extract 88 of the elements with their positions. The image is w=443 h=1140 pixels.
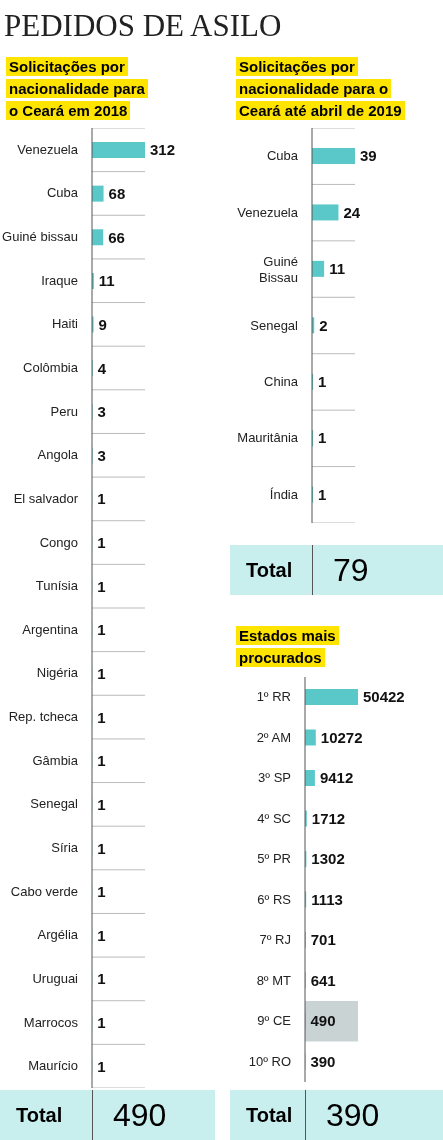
y-tick-label: 10º RO xyxy=(248,1053,291,1069)
text: Total xyxy=(245,1103,294,1127)
y-tick-label: Argélia xyxy=(37,927,79,943)
data-label: 1 xyxy=(97,1014,106,1032)
data-label: 390 xyxy=(310,1052,336,1070)
data-label: 1 xyxy=(97,883,106,901)
y-tick-label: 5º PR xyxy=(257,851,291,867)
data-label: 1 xyxy=(97,534,106,552)
y-tick-label: Marrocos xyxy=(23,1014,79,1030)
y-tick-label: Gâmbia xyxy=(32,752,79,768)
data-label: 10272 xyxy=(320,728,363,746)
data-label: 1 xyxy=(97,664,106,682)
data-label: 1 xyxy=(97,621,106,639)
y-tick-label: 7º RJ xyxy=(259,932,291,948)
y-tick-label: Síria xyxy=(51,840,79,855)
data-label: 1113 xyxy=(311,890,343,908)
data-label: 1 xyxy=(97,490,106,508)
y-tick-label: 1º RR xyxy=(256,689,291,705)
data-label: 312 xyxy=(150,141,176,159)
y-tick-label: 3º SP xyxy=(258,770,291,786)
text: Total xyxy=(15,1103,64,1127)
y-tick-label: Venezuela xyxy=(237,204,299,220)
y-tick-label: Rep. tcheca xyxy=(8,709,79,725)
y-tick-label: Mauritânia xyxy=(237,430,299,446)
y-tick-label: 8º MT xyxy=(256,972,292,988)
text: 390 xyxy=(325,1096,380,1134)
data-label: 3 xyxy=(97,446,106,464)
chart-subtitle: Solicitações por nacionalidade para o Ceará em 2018 xyxy=(6,57,148,120)
data-label: 1 xyxy=(97,1057,106,1075)
data-label: 1 xyxy=(97,795,106,813)
y-tick-label: Colômbia xyxy=(23,360,79,375)
y-tick-label: Cabo verde xyxy=(10,883,78,899)
y-tick-label: Nigéria xyxy=(36,665,79,681)
data-label: 68 xyxy=(108,184,126,202)
y-tick-label: Guiné Bissau xyxy=(258,254,298,286)
data-label: 1 xyxy=(318,429,327,447)
data-label: 1 xyxy=(97,577,106,595)
y-tick-label: Índia xyxy=(269,486,299,502)
data-label: 1 xyxy=(97,970,106,988)
data-label: 1712 xyxy=(311,809,346,827)
text: Total xyxy=(245,558,294,582)
y-tick-label: Senegal xyxy=(250,317,299,333)
data-label: 50422 xyxy=(363,688,405,706)
y-tick-label: 6º RS xyxy=(257,891,292,907)
y-tick-label: Congo xyxy=(39,534,78,550)
data-label: 701 xyxy=(310,931,336,949)
y-tick-label: Peru xyxy=(50,403,78,419)
text: 79 xyxy=(332,551,369,589)
data-label: 1 xyxy=(318,373,327,391)
data-label: 24 xyxy=(343,203,361,221)
y-tick-label: Haiti xyxy=(51,316,79,332)
y-tick-label: 9º CE xyxy=(257,1013,292,1029)
data-label: 66 xyxy=(108,228,125,246)
y-tick-label: Venezuela xyxy=(17,141,79,157)
y-tick-label: Maurício xyxy=(28,1058,78,1074)
data-label: 11 xyxy=(98,272,115,290)
data-label: 11 xyxy=(329,260,345,278)
data-label: 490 xyxy=(310,1012,336,1030)
data-label: 1 xyxy=(318,485,327,503)
y-tick-label: Argentina xyxy=(22,621,79,637)
data-label: 9 xyxy=(98,315,107,333)
y-tick-label: Cuba xyxy=(46,185,79,201)
y-tick-label: Cuba xyxy=(266,148,299,164)
data-label: 1302 xyxy=(311,850,345,868)
y-tick-label: 4º SC xyxy=(257,810,291,826)
data-label: 2 xyxy=(319,316,328,334)
y-tick-label: Tunísia xyxy=(35,578,79,594)
y-tick-label: Guiné bissau xyxy=(2,229,78,245)
y-tick-label: Uruguai xyxy=(32,970,79,986)
text: 490 xyxy=(112,1096,167,1134)
data-label: 9412 xyxy=(319,769,354,787)
data-label: 1 xyxy=(97,708,106,726)
y-tick-label: 2º AM xyxy=(256,729,291,745)
data-label: 39 xyxy=(360,147,377,165)
chart-subtitle: Estados mais procurados xyxy=(236,626,339,667)
y-tick-label: Angola xyxy=(37,447,79,463)
data-label: 641 xyxy=(310,971,336,989)
data-label: 4 xyxy=(97,359,107,377)
y-tick-label: Iraque xyxy=(41,272,78,288)
y-tick-label: China xyxy=(264,373,299,389)
data-label: 3 xyxy=(97,403,106,421)
y-tick-label: Senegal xyxy=(30,796,79,812)
data-label: 1 xyxy=(97,752,106,770)
data-label: 1 xyxy=(97,926,106,944)
chart-title: PEDIDOS DE ASILO xyxy=(3,7,282,45)
data-label: 1 xyxy=(97,839,106,857)
y-tick-label: El salvador xyxy=(13,490,79,506)
chart-subtitle: Solicitações por nacionalidade para o Ceará até abril de 2019 xyxy=(236,57,405,120)
